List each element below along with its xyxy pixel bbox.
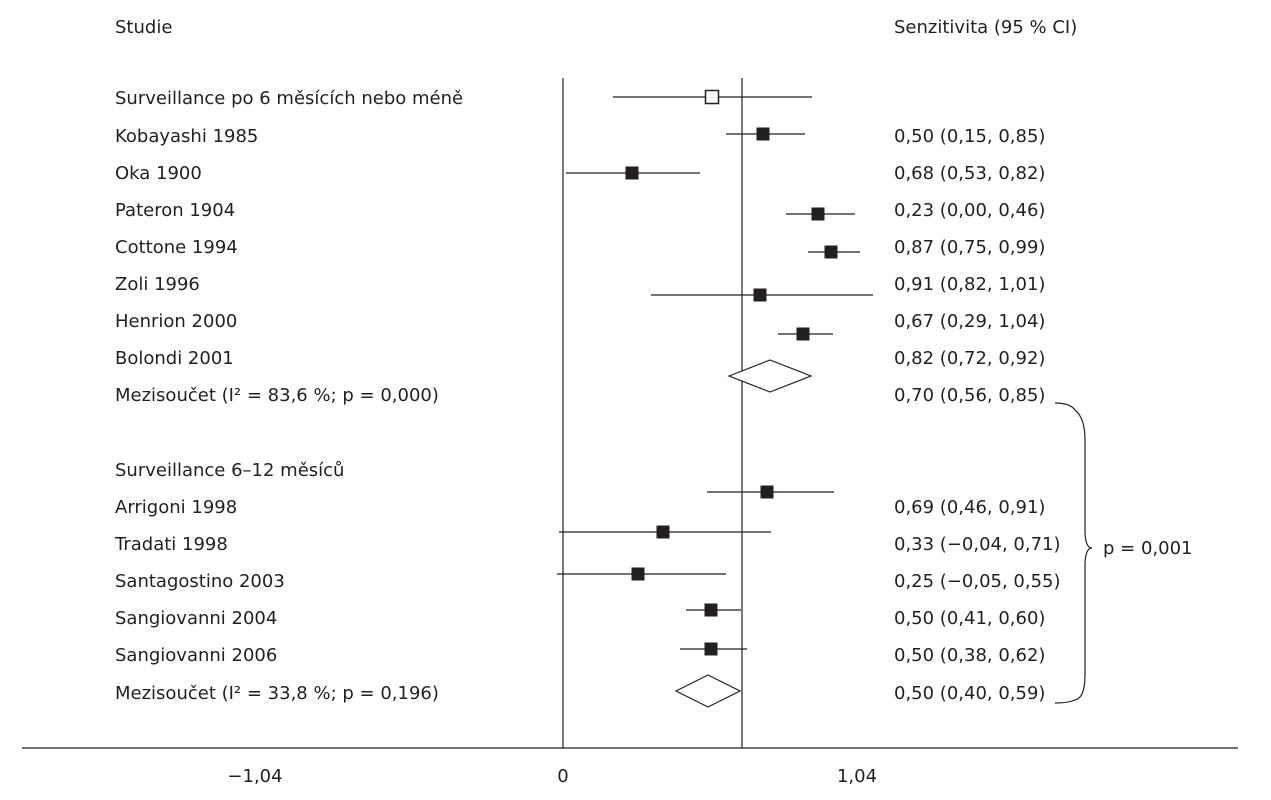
point-estimate-marker bbox=[824, 245, 838, 259]
point-estimate-marker bbox=[631, 567, 645, 581]
study-label: Cottone 1994 bbox=[115, 237, 238, 258]
estimate-value: 0,33 (−0,04, 0,71) bbox=[894, 534, 1061, 555]
estimate-value: 0,25 (−0,05, 0,55) bbox=[894, 571, 1061, 592]
estimate-value: 0,23 (0,00, 0,46) bbox=[894, 200, 1046, 221]
x-tick-label: 1,04 bbox=[837, 766, 877, 787]
pooled-estimate-diamond bbox=[727, 359, 813, 393]
point-estimate-marker bbox=[760, 485, 774, 499]
estimate-value: 0,70 (0,56, 0,85) bbox=[894, 385, 1046, 406]
open-square-marker bbox=[704, 89, 720, 105]
study-label: Arrigoni 1998 bbox=[115, 497, 238, 518]
estimate-value: 0,69 (0,46, 0,91) bbox=[894, 497, 1046, 518]
study-label: Mezisoučet (I² = 33,8 %; p = 0,196) bbox=[115, 683, 439, 704]
study-label: Zoli 1996 bbox=[115, 274, 200, 295]
point-estimate-marker bbox=[756, 127, 770, 141]
estimate-value: 0,50 (0,41, 0,60) bbox=[894, 608, 1046, 629]
study-column-header: Studie bbox=[115, 17, 173, 38]
estimate-column-header: Senzitivita (95 % CI) bbox=[894, 17, 1078, 38]
subgroup-p-value: p = 0,001 bbox=[1103, 538, 1192, 559]
study-label: Santagostino 2003 bbox=[115, 571, 285, 592]
study-label: Mezisoučet (I² = 83,6 %; p = 0,000) bbox=[115, 385, 439, 406]
estimate-value: 0,68 (0,53, 0,82) bbox=[894, 163, 1046, 184]
subgroup-heading: Surveillance po 6 měsících nebo méně bbox=[115, 88, 464, 109]
study-label: Bolondi 2001 bbox=[115, 348, 234, 369]
point-estimate-marker bbox=[704, 642, 718, 656]
study-label: Kobayashi 1985 bbox=[115, 126, 259, 147]
estimate-value: 0,50 (0,15, 0,85) bbox=[894, 126, 1046, 147]
x-tick-label: 0 bbox=[557, 766, 568, 787]
study-label: Sangiovanni 2006 bbox=[115, 645, 278, 666]
point-estimate-marker bbox=[796, 327, 810, 341]
point-estimate-marker bbox=[753, 288, 767, 302]
point-estimate-marker bbox=[625, 166, 639, 180]
study-label: Pateron 1904 bbox=[115, 200, 236, 221]
x-tick-label: −1,04 bbox=[227, 766, 282, 787]
study-label: Tradati 1998 bbox=[115, 534, 228, 555]
point-estimate-marker bbox=[656, 525, 670, 539]
estimate-value: 0,82 (0,72, 0,92) bbox=[894, 348, 1046, 369]
study-label: Henrion 2000 bbox=[115, 311, 238, 332]
estimate-value: 0,50 (0,40, 0,59) bbox=[894, 683, 1046, 704]
pooled-estimate-diamond bbox=[674, 674, 742, 708]
study-label: Sangiovanni 2004 bbox=[115, 608, 278, 629]
estimate-value: 0,50 (0,38, 0,62) bbox=[894, 645, 1046, 666]
subgroup-heading: Surveillance 6–12 měsíců bbox=[115, 460, 345, 481]
study-label: Oka 1900 bbox=[115, 163, 202, 184]
point-estimate-marker bbox=[811, 207, 825, 221]
subgroup-brace bbox=[1054, 402, 1093, 704]
estimate-value: 0,91 (0,82, 1,01) bbox=[894, 274, 1046, 295]
estimate-value: 0,87 (0,75, 0,99) bbox=[894, 237, 1046, 258]
estimate-value: 0,67 (0,29, 1,04) bbox=[894, 311, 1046, 332]
point-estimate-marker bbox=[704, 603, 718, 617]
